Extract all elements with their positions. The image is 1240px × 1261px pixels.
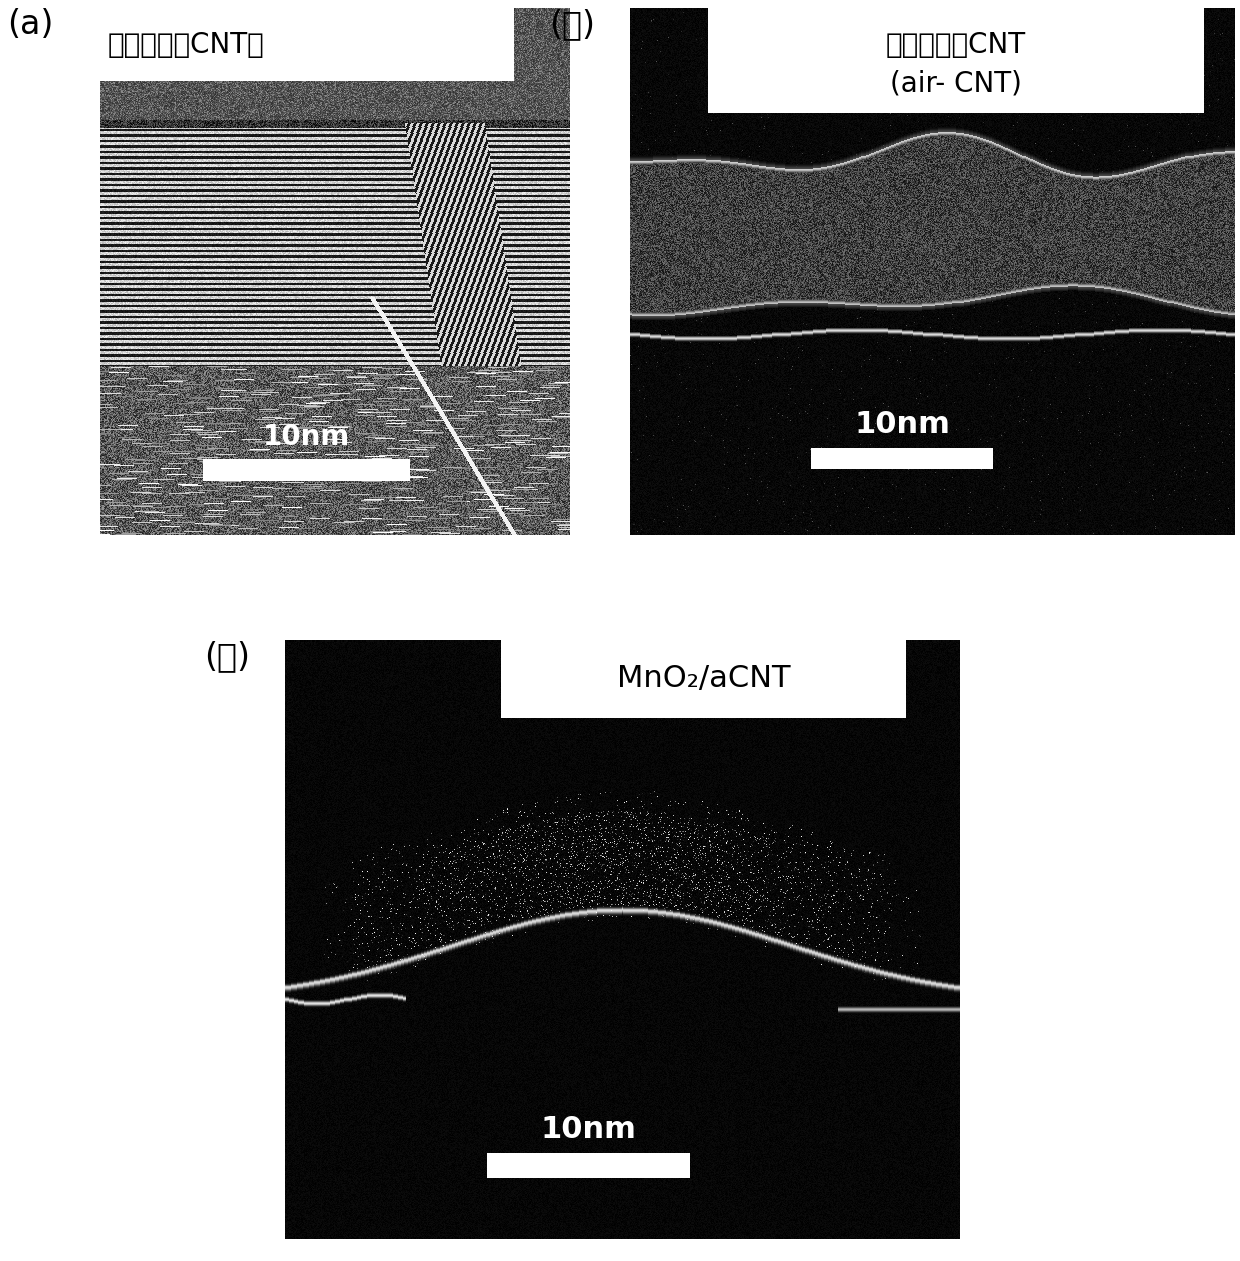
Bar (811, 448, 993, 469)
Text: 预氧化前的CNT｜: 预氧化前的CNT｜ (108, 30, 265, 58)
Bar (100, 8, 513, 81)
Text: 10nm: 10nm (541, 1115, 636, 1144)
Bar (203, 459, 410, 480)
Text: MnO₂/aCNT: MnO₂/aCNT (616, 665, 790, 694)
Bar (501, 641, 906, 718)
Bar (708, 8, 1204, 113)
Text: 10nm: 10nm (263, 422, 350, 451)
Text: 10nm: 10nm (854, 410, 950, 439)
Text: (air- CNT): (air- CNT) (890, 69, 1022, 97)
Text: (ｂ): (ｂ) (549, 8, 595, 42)
Text: (a): (a) (7, 8, 53, 42)
Text: (ｃ): (ｃ) (205, 641, 250, 673)
Text: 预氧化后的CNT: 预氧化后的CNT (885, 30, 1025, 59)
Bar (487, 1153, 689, 1178)
